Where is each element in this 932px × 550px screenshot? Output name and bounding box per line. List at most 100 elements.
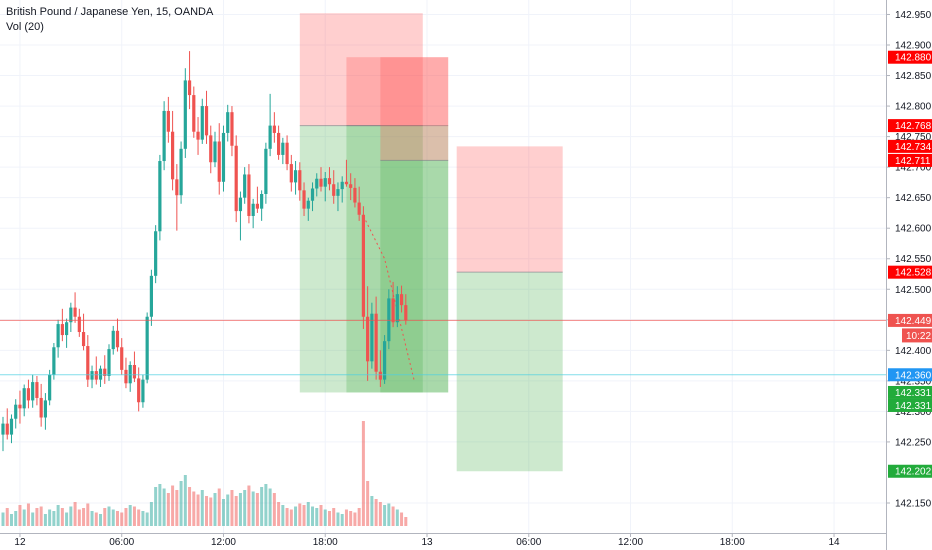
volume-bar — [268, 488, 272, 526]
candle — [187, 51, 192, 110]
candle — [1, 416, 5, 452]
volume-bar — [77, 509, 81, 526]
candle-body — [272, 125, 276, 133]
countdown-box — [902, 328, 932, 343]
candle-body — [361, 214, 365, 317]
candle — [404, 294, 408, 325]
price-tick-label: 142.600 — [895, 224, 932, 235]
volume-bar — [378, 502, 382, 526]
volume-bar — [340, 514, 344, 526]
candle — [209, 125, 213, 174]
candle — [158, 154, 162, 241]
volume-bar — [9, 514, 13, 526]
candle-body — [132, 364, 137, 379]
volume-bar — [107, 506, 111, 526]
volume-bar — [332, 508, 336, 526]
volume-bar — [209, 497, 213, 526]
volume-bar — [145, 512, 149, 526]
chart-legend: British Pound / Japanese Yen, 15, OANDA … — [6, 5, 213, 35]
volume-bar — [90, 511, 94, 526]
price-tag-label: 142.734 — [895, 142, 932, 153]
candle-body — [183, 80, 187, 149]
price-tick-label: 142.150 — [895, 499, 932, 510]
candle-body — [374, 313, 378, 372]
candle-body — [200, 106, 204, 140]
price-tick-label: 142.650 — [895, 193, 932, 204]
candle-body — [247, 174, 251, 216]
candle-body — [340, 181, 344, 190]
price-tick-label: 142.350 — [895, 376, 932, 387]
candle-body — [26, 388, 31, 401]
candle-body — [158, 161, 162, 232]
candle — [52, 343, 56, 380]
candle — [9, 414, 14, 444]
candle — [69, 302, 73, 333]
candle — [234, 135, 238, 223]
price-tag: 142.768 — [888, 119, 932, 133]
volume-bar — [154, 487, 158, 526]
price-tag-label: 142.528 — [895, 268, 932, 279]
candle-body — [14, 404, 18, 419]
candle — [293, 161, 298, 195]
volume-bar — [277, 502, 281, 526]
candle-body — [221, 132, 226, 182]
candle — [247, 164, 251, 224]
price-tags: 142.880 142.768 142.734 142.711 142.528 142.4… — [888, 50, 932, 478]
candle — [14, 399, 18, 429]
volume-bar — [213, 493, 217, 526]
volume-bar — [149, 502, 153, 526]
candle — [319, 167, 323, 192]
candle-body — [277, 132, 281, 155]
volume-bar — [357, 508, 361, 526]
price-tag-box — [888, 50, 932, 64]
candle-body — [128, 364, 132, 384]
volume-bar — [35, 508, 39, 526]
candle-body — [192, 95, 196, 132]
candle-body — [60, 324, 64, 336]
candle-body — [353, 187, 357, 203]
price-tick-label: 142.300 — [895, 407, 932, 418]
candle — [383, 335, 387, 384]
candle — [399, 285, 404, 313]
symbol-title: British Pound / Japanese Yen, 15, OANDA — [6, 6, 214, 18]
volume-bar — [171, 485, 175, 526]
candle-body — [65, 322, 69, 336]
candle — [18, 390, 22, 424]
candle — [120, 338, 124, 375]
candle — [230, 106, 234, 157]
candle-body — [319, 178, 323, 187]
candle-body — [238, 197, 243, 212]
price-tag-box — [888, 368, 932, 382]
short-position-2-stop-zone — [346, 57, 449, 126]
candle-body — [145, 316, 149, 380]
candle-body — [293, 170, 298, 183]
candle-body — [213, 141, 217, 163]
volume-bar — [404, 517, 408, 526]
volume-bar — [82, 508, 86, 526]
candle — [141, 374, 145, 408]
candle-body — [357, 202, 361, 215]
time-tick-label: 14 — [828, 537, 840, 548]
candle — [132, 351, 137, 383]
candle — [272, 112, 276, 143]
price-tick-label: 142.400 — [895, 346, 932, 357]
candle-body — [336, 189, 340, 196]
price-tick-label: 142.850 — [895, 71, 932, 82]
long-position-target-zone — [456, 272, 563, 472]
candle — [149, 269, 153, 326]
volume-bar — [243, 490, 247, 526]
candle-body — [48, 374, 52, 401]
candle-body — [302, 190, 306, 209]
price-tag-label: 142.331 — [895, 401, 932, 412]
volume-bar — [255, 493, 259, 526]
candle-body — [98, 368, 103, 380]
volume-bar — [188, 487, 192, 526]
volume-bar — [31, 512, 35, 526]
long-position-stop-zone — [456, 146, 563, 273]
candle-body — [69, 307, 73, 323]
candle-body — [310, 188, 315, 201]
volume-bar — [336, 512, 340, 526]
volume-bar — [264, 484, 268, 526]
price-tag: 142.331 — [888, 398, 932, 412]
